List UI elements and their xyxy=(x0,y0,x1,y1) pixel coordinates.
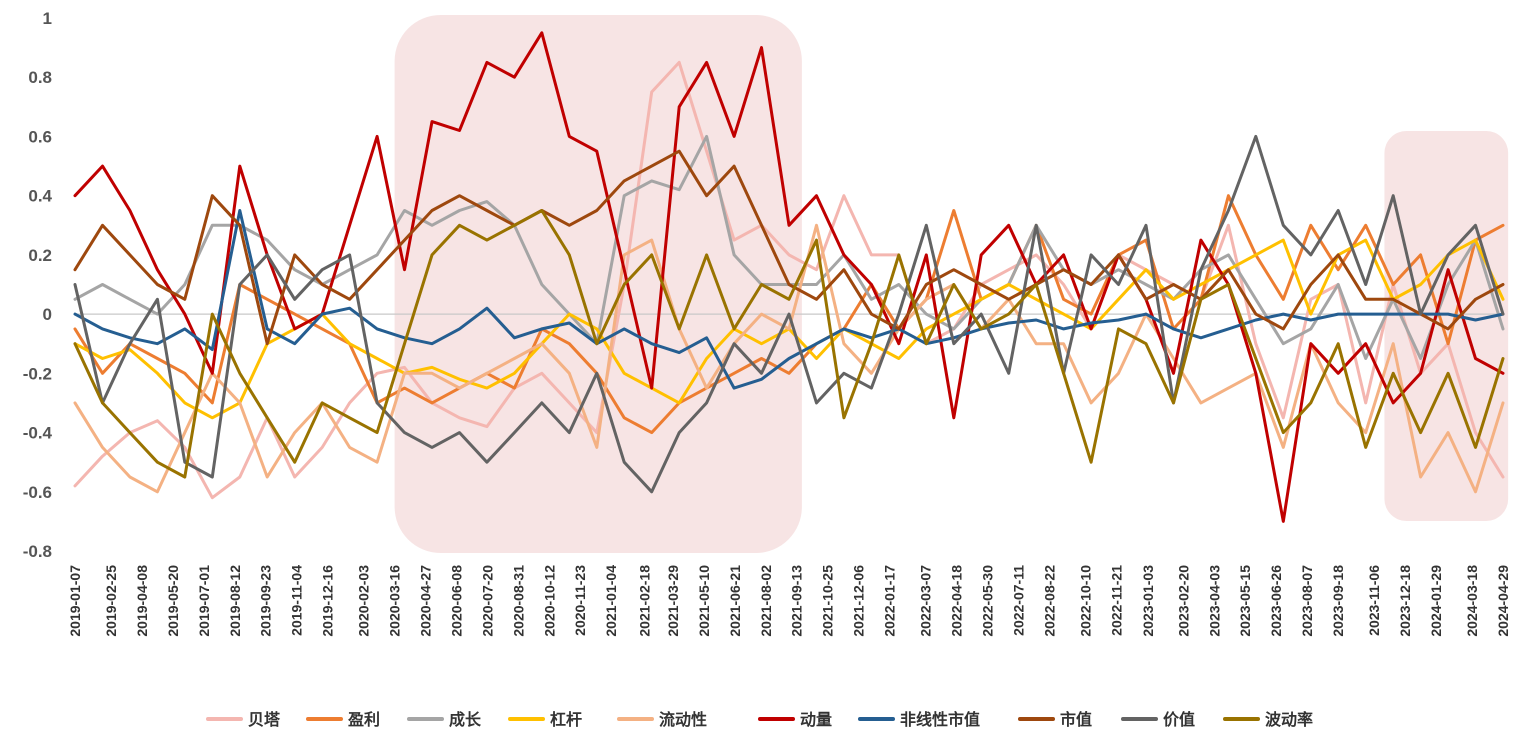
legend: 贝塔 盈利 成长 杠杆 流动性 动量 非线性市值 市值 价值 波动率 xyxy=(206,710,1313,729)
series-line xyxy=(73,149,1505,346)
x-tick-label: 2022-07-11 xyxy=(1010,565,1026,636)
x-tick-label: 2023-02-20 xyxy=(1175,565,1191,637)
x-tick-label: 2020-07-20 xyxy=(479,565,495,637)
legend-item: 杠杆 xyxy=(508,710,582,729)
legend-label: 盈利 xyxy=(347,710,380,729)
y-tick-label: 0.6 xyxy=(28,127,52,146)
highlight-band xyxy=(1384,131,1509,521)
x-tick-label: 2019-05-20 xyxy=(165,565,181,637)
x-axis-ticks: 2019-01-07 2019-02-25 2019-04-08 2019-05-20… xyxy=(67,565,1511,637)
y-tick-label: -0.8 xyxy=(23,542,52,561)
x-tick-label: 2024-01-29 xyxy=(1428,565,1444,637)
legend-label: 价值 xyxy=(1163,710,1195,729)
x-tick-label: 2022-04-18 xyxy=(949,565,965,637)
legend-item: 市值 xyxy=(1018,710,1092,729)
x-tick-label: 2023-12-18 xyxy=(1397,565,1413,637)
x-tick-label: 2021-06-21 xyxy=(727,565,743,637)
x-tick-label: 2019-07-01 xyxy=(196,565,212,637)
legend-item: 盈利 xyxy=(306,710,380,729)
x-tick-label: 2020-04-27 xyxy=(418,565,434,637)
y-tick-label: 0.8 xyxy=(28,68,52,87)
y-tick-label: 0.2 xyxy=(28,246,52,265)
y-tick-label: 0 xyxy=(43,305,52,324)
x-tick-label: 2023-11-06 xyxy=(1366,565,1382,636)
legend-item: 波动率 xyxy=(1223,710,1313,729)
x-tick-label: 2022-11-21 xyxy=(1108,565,1124,636)
series-lines xyxy=(73,31,1505,523)
x-tick-label: 2020-11-23 xyxy=(572,565,588,636)
x-tick-label: 2023-08-07 xyxy=(1299,565,1315,637)
x-tick-label: 2019-09-23 xyxy=(258,565,274,637)
legend-item: 非线性市值 xyxy=(858,710,980,729)
legend-label: 非线性市值 xyxy=(900,710,980,729)
series-line xyxy=(73,31,1505,523)
x-tick-label: 2020-02-03 xyxy=(356,565,372,637)
x-tick-label: 2022-01-17 xyxy=(882,565,898,637)
x-tick-label: 2023-05-15 xyxy=(1237,565,1253,637)
legend-item: 价值 xyxy=(1121,710,1195,729)
legend-label: 动量 xyxy=(800,711,832,729)
x-tick-label: 2022-03-07 xyxy=(918,565,934,637)
y-tick-label: -0.2 xyxy=(23,364,52,383)
legend-item: 动量 xyxy=(758,711,832,729)
x-tick-label: 2023-09-18 xyxy=(1330,565,1346,637)
x-tick-label: 2024-03-18 xyxy=(1464,565,1480,637)
x-tick-label: 2019-04-08 xyxy=(134,565,150,637)
x-tick-label: 2022-10-10 xyxy=(1077,565,1093,637)
x-tick-label: 2021-01-04 xyxy=(603,565,619,637)
x-tick-label: 2020-10-12 xyxy=(541,565,557,637)
x-tick-label: 2021-08-02 xyxy=(758,565,774,637)
series-line xyxy=(73,209,1505,479)
x-tick-label: 2019-02-25 xyxy=(103,565,119,637)
legend-label: 流动性 xyxy=(659,710,707,729)
legend-item: 流动性 xyxy=(617,710,707,729)
legend-label: 波动率 xyxy=(1265,710,1313,729)
legend-label: 成长 xyxy=(449,710,482,729)
x-tick-label: 2019-01-07 xyxy=(67,565,83,637)
y-tick-label: -0.4 xyxy=(23,424,53,443)
x-tick-label: 2020-03-16 xyxy=(387,565,403,637)
x-tick-label: 2021-05-10 xyxy=(696,565,712,637)
x-tick-label: 2020-06-08 xyxy=(448,565,464,637)
x-tick-label: 2021-10-25 xyxy=(820,565,836,637)
series-line xyxy=(73,223,1505,494)
legend-label: 市值 xyxy=(1060,710,1092,729)
x-tick-label: 2021-09-13 xyxy=(789,565,805,637)
x-tick-label: 2023-04-03 xyxy=(1206,565,1222,637)
series-line xyxy=(73,60,1505,500)
series-line xyxy=(73,134,1505,494)
x-tick-label: 2021-12-06 xyxy=(851,565,867,637)
x-tick-label: 2021-02-18 xyxy=(636,565,652,637)
y-tick-label: -0.6 xyxy=(23,483,52,502)
x-tick-label: 2020-08-31 xyxy=(510,565,526,637)
legend-item: 贝塔 xyxy=(206,710,281,729)
x-tick-label: 2022-08-22 xyxy=(1041,565,1057,637)
x-tick-label: 2022-05-30 xyxy=(979,565,995,637)
x-tick-label: 2019-08-12 xyxy=(227,565,243,637)
x-tick-label: 2019-12-16 xyxy=(320,565,336,637)
x-tick-label: 2024-04-29 xyxy=(1495,565,1511,637)
highlight-bands xyxy=(394,15,1509,553)
legend-item: 成长 xyxy=(407,710,482,729)
legend-label: 贝塔 xyxy=(248,710,281,729)
x-tick-label: 2023-06-26 xyxy=(1268,565,1284,637)
x-tick-label: 2023-01-03 xyxy=(1140,565,1156,637)
y-axis-ticks: 1 0.8 0.6 0.4 0.2 0 -0.2 -0.4 -0.6 -0.8 xyxy=(23,9,53,561)
x-tick-label: 2019-11-04 xyxy=(289,565,305,636)
y-tick-label: 0.4 xyxy=(28,187,52,206)
legend-label: 杠杆 xyxy=(550,710,582,729)
y-tick-label: 1 xyxy=(43,9,52,28)
highlight-band xyxy=(394,15,802,553)
x-tick-label: 2021-03-29 xyxy=(665,565,681,637)
